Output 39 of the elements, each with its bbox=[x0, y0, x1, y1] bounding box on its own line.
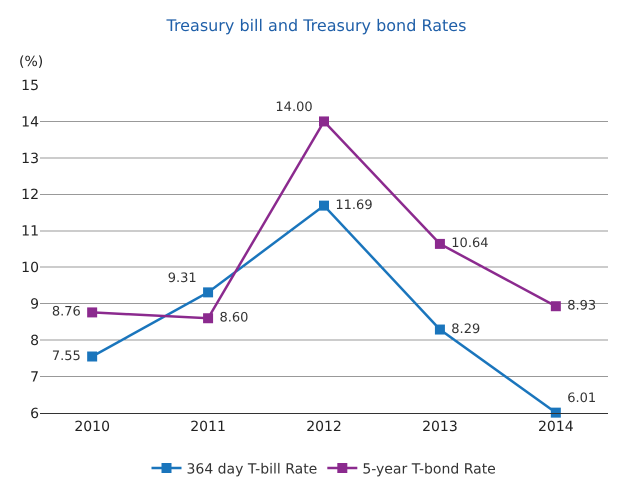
data-label: 8.76 bbox=[48, 304, 85, 320]
y-tick-label: 12 bbox=[21, 187, 39, 204]
point bbox=[203, 313, 214, 324]
y-tick-label: 6 bbox=[30, 406, 40, 422]
y-tick-label: 15 bbox=[21, 78, 39, 94]
x-tick-label: 2011 bbox=[190, 418, 226, 435]
data-label: 9.31 bbox=[164, 270, 201, 286]
chart-title: Treasury bill and Treasury bond Rates bbox=[166, 16, 466, 36]
data-label: 8.60 bbox=[215, 310, 253, 326]
y-tick-label: 10 bbox=[21, 260, 39, 276]
y-tick-label: 8 bbox=[30, 333, 39, 350]
y-tick-label: 13 bbox=[21, 150, 39, 167]
point bbox=[434, 238, 445, 249]
point bbox=[87, 307, 98, 318]
y-tick-label: 11 bbox=[21, 224, 39, 240]
x-tick-label: 2013 bbox=[422, 418, 458, 435]
point bbox=[434, 324, 445, 335]
legend-label: 364 day T-bill Rate bbox=[186, 461, 318, 478]
legend-label: 5-year T-bond Rate bbox=[362, 461, 496, 478]
point bbox=[87, 352, 98, 362]
data-label: 7.55 bbox=[48, 348, 85, 364]
data-label: 14.00 bbox=[271, 100, 317, 115]
y-tick-label: 7 bbox=[30, 369, 39, 386]
y-tick-label: 9 bbox=[30, 296, 39, 313]
x-tick-label: 2014 bbox=[538, 418, 574, 435]
point bbox=[203, 287, 214, 298]
data-label: 8.29 bbox=[447, 322, 484, 337]
data-label: 11.69 bbox=[331, 198, 377, 213]
point bbox=[319, 200, 329, 211]
y-tick-label: 14 bbox=[21, 114, 40, 130]
y-axis-title: (%) bbox=[19, 54, 44, 70]
point bbox=[319, 116, 329, 126]
data-label: 10.64 bbox=[447, 236, 493, 252]
x-tick-label: 2010 bbox=[74, 418, 110, 435]
x-tick-label: 2012 bbox=[306, 418, 342, 435]
point bbox=[550, 408, 561, 418]
data-label: 6.01 bbox=[563, 391, 600, 406]
point bbox=[550, 301, 561, 312]
data-label: 8.93 bbox=[563, 298, 600, 314]
